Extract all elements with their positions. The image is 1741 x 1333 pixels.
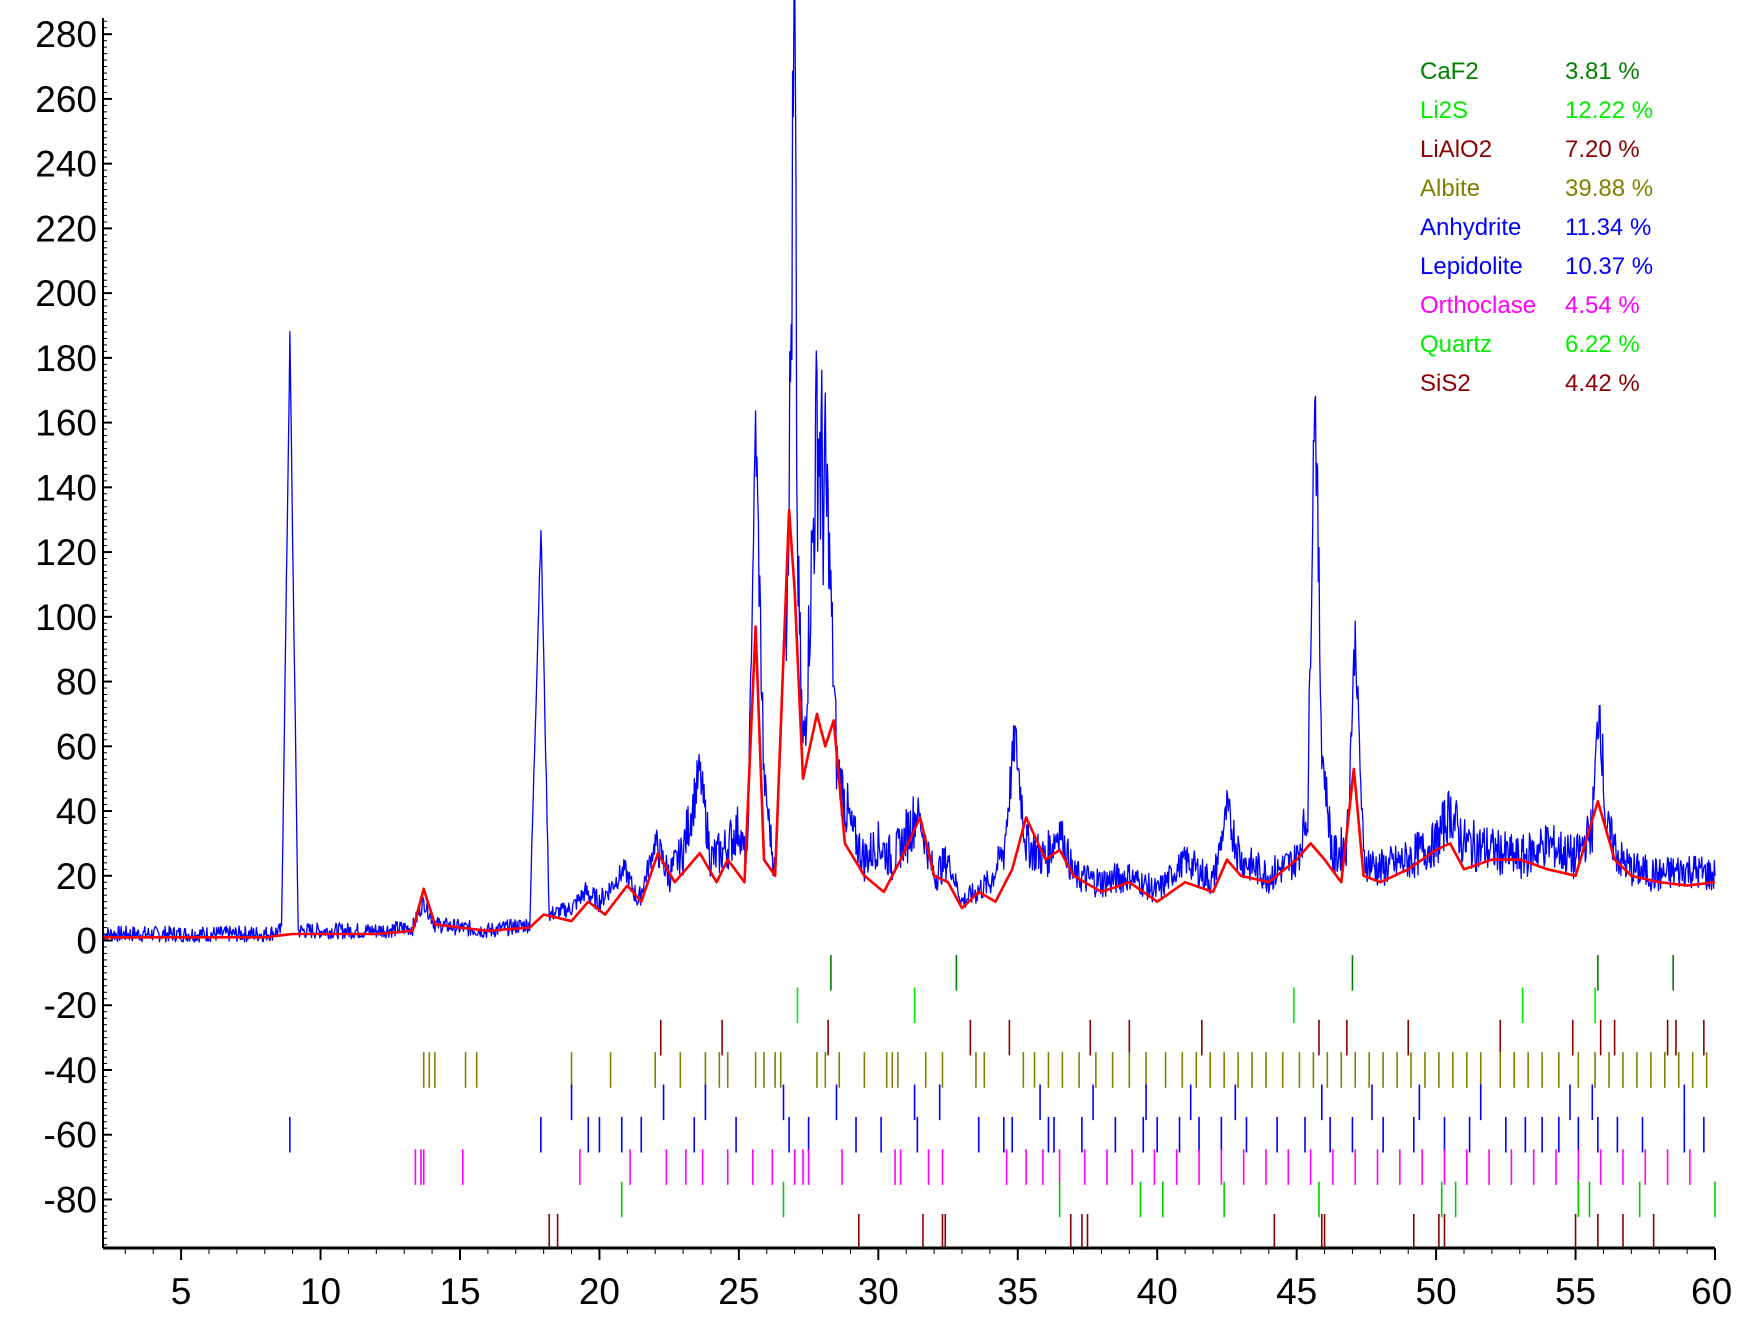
legend-phase-percent: 10.37 % (1565, 253, 1653, 280)
x-tick-label: 35 (997, 1271, 1038, 1312)
legend-phase-percent: 3.81 % (1565, 58, 1640, 85)
axes-layer: -80 -60 -40 -20 0 20 40 60 80 100 120 140 160 180 200 2… (35, 14, 1732, 1312)
y-tick-label: 180 (35, 338, 97, 379)
legend-phase-percent: 6.22 % (1565, 331, 1640, 358)
legend-phase-percent: 4.42 % (1565, 370, 1640, 397)
legend-phase-name: Li2S (1420, 97, 1468, 124)
x-tick-label: 30 (858, 1271, 899, 1312)
legend-phase-name: CaF2 (1420, 58, 1479, 85)
phase-marker-layer (289, 955, 1716, 1250)
x-tick-label: 20 (579, 1271, 620, 1312)
x-tick-label: 60 (1691, 1271, 1732, 1312)
y-tick-label: 40 (56, 791, 97, 832)
legend-phase-name: LiAlO2 (1420, 136, 1492, 163)
legend-phase-name: Anhydrite (1420, 214, 1521, 241)
legend: CaF2 3.81 % Li2S 12.22 % LiAlO2 7.20 % Albite 3… (1420, 58, 1653, 397)
legend-phase-name: Albite (1420, 175, 1480, 202)
legend-phase-name: Lepidolite (1420, 253, 1523, 280)
y-tick-label: 80 (56, 662, 97, 703)
series-layer (102, 0, 1716, 943)
y-tick-label: -60 (44, 1115, 97, 1156)
x-tick-label: 55 (1555, 1271, 1596, 1312)
legend-phase-percent: 11.34 % (1565, 214, 1651, 241)
legend-phase-percent: 4.54 % (1565, 292, 1640, 319)
legend-phase-percent: 7.20 % (1565, 136, 1640, 163)
legend-phase-name: Orthoclase (1420, 292, 1536, 319)
y-tick-label: 220 (35, 208, 97, 249)
x-tick-label: 5 (171, 1271, 192, 1312)
y-tick-label: 20 (56, 856, 97, 897)
x-tick-label: 25 (718, 1271, 759, 1312)
y-tick-label: -80 (44, 1179, 97, 1220)
legend-phase-percent: 12.22 % (1565, 97, 1653, 124)
y-tick-label: 160 (35, 403, 97, 444)
y-tick-label: 60 (56, 726, 97, 767)
legend-phase-name: SiS2 (1420, 370, 1471, 397)
legend-phase-name: Quartz (1420, 331, 1492, 358)
y-tick-label: 140 (35, 467, 97, 508)
x-tick-label: 10 (300, 1271, 341, 1312)
y-tick-label: 0 (76, 921, 97, 962)
y-tick-label: 280 (35, 14, 97, 55)
x-tick-label: 15 (439, 1271, 480, 1312)
y-tick-label: -40 (44, 1050, 97, 1091)
y-tick-label: 120 (35, 532, 97, 573)
y-tick-label: -20 (44, 985, 97, 1026)
measured-pattern-line (102, 0, 1716, 943)
x-tick-label: 50 (1416, 1271, 1457, 1312)
y-tick-label: 260 (35, 79, 97, 120)
y-tick-label: 200 (35, 273, 97, 314)
calculated-pattern-line (103, 508, 1716, 939)
x-tick-label: 40 (1137, 1271, 1178, 1312)
x-tick-label: 45 (1276, 1271, 1317, 1312)
y-tick-label: 100 (35, 597, 97, 638)
legend-phase-percent: 39.88 % (1565, 175, 1653, 202)
y-tick-label: 240 (35, 144, 97, 185)
